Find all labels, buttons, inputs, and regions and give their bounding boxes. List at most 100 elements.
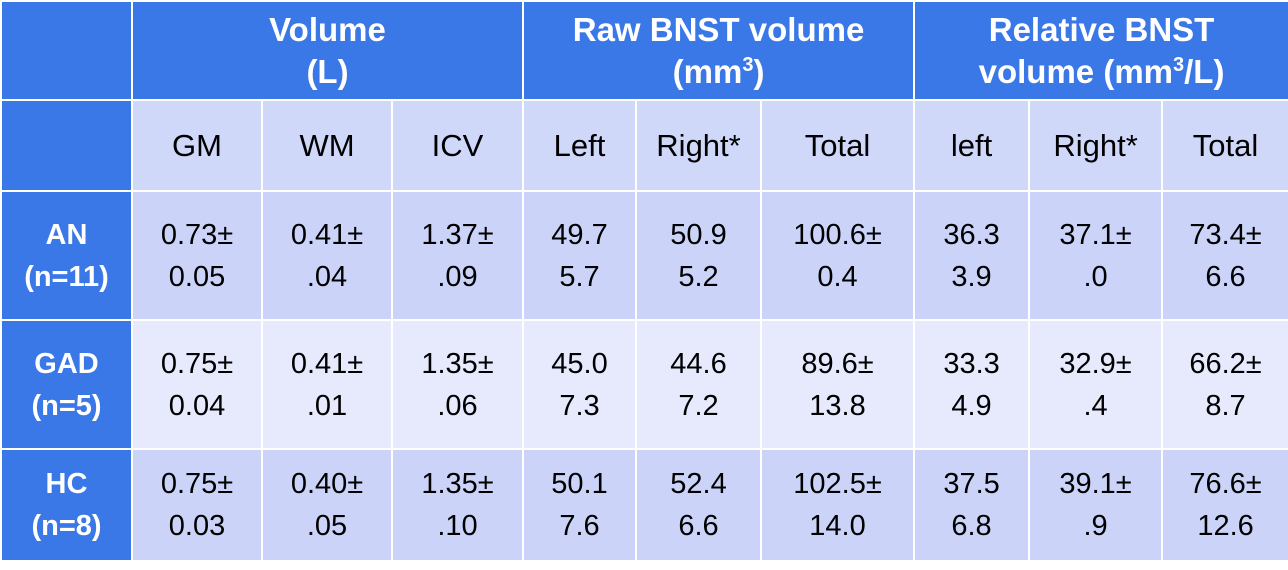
cell-mean: 33.3 bbox=[943, 347, 1000, 380]
column-header: WM bbox=[261, 99, 393, 193]
cell-sd: .04 bbox=[306, 260, 348, 293]
data-cell: 1.37± .09 bbox=[390, 190, 525, 322]
cell-mean: 36.3 bbox=[943, 218, 1000, 251]
column-header: Right* bbox=[635, 99, 763, 193]
cell-sd: .06 bbox=[437, 389, 478, 422]
cell-mean: 44.6 bbox=[670, 347, 727, 380]
data-cell: 0.40± .05 bbox=[261, 448, 393, 562]
column-header-row: GM WM ICV Left Right* Total left Right* … bbox=[0, 99, 1288, 193]
column-header: GM bbox=[131, 99, 263, 193]
cell-sd: .4 bbox=[1083, 389, 1108, 422]
data-cell: 89.6± 13.8 bbox=[760, 319, 916, 451]
cell-mean: 0.41± bbox=[290, 347, 364, 380]
data-cell: 37.5 6.8 bbox=[913, 448, 1031, 562]
unit-part: (mm bbox=[672, 52, 743, 90]
data-cell: 0.41± .04 bbox=[261, 190, 393, 322]
column-header: Total bbox=[1161, 99, 1288, 193]
row-header-an: AN (n=11) bbox=[0, 190, 133, 322]
column-header: ICV bbox=[390, 99, 525, 193]
cell-sd: 0.04 bbox=[168, 389, 226, 422]
cell-sd: 7.2 bbox=[678, 389, 719, 422]
cell-sd: .9 bbox=[1083, 510, 1108, 543]
data-cell: 0.41± .01 bbox=[261, 319, 393, 451]
data-cell: 50.1 7.6 bbox=[522, 448, 638, 562]
data-cell: 50.9 5.2 bbox=[635, 190, 763, 322]
cell-mean: 37.5 bbox=[943, 468, 1000, 501]
cell-sd: 6.6 bbox=[678, 510, 719, 543]
cell-mean: 102.5± bbox=[793, 468, 882, 501]
data-cell: 100.6± 0.4 bbox=[760, 190, 916, 322]
group-header-volume-title: Volume bbox=[269, 10, 386, 48]
table-row: GAD (n=5) 0.75± 0.04 0.41± .01 1.35± .06 45… bbox=[0, 319, 1288, 451]
row-label: AN bbox=[45, 218, 88, 251]
cell-sd: 6.8 bbox=[951, 510, 992, 543]
cell-mean: 76.6± bbox=[1189, 468, 1262, 501]
row-label: HC bbox=[45, 468, 88, 501]
data-cell: 52.4 6.6 bbox=[635, 448, 763, 562]
cell-mean: 0.41± bbox=[290, 218, 364, 251]
cell-mean: 32.9± bbox=[1059, 347, 1132, 380]
cell-mean: 50.1 bbox=[551, 468, 608, 501]
data-cell: 36.3 3.9 bbox=[913, 190, 1031, 322]
group-header-relative-bnst-unit: volume (mm3/L) bbox=[915, 51, 1288, 93]
column-header: Right* bbox=[1028, 99, 1164, 193]
data-cell: 39.1± .9 bbox=[1028, 448, 1164, 562]
data-cell: 45.0 7.3 bbox=[522, 319, 638, 451]
row-header-hc: HC (n=8) bbox=[0, 448, 133, 562]
group-header-relative-bnst-title: Relative BNST bbox=[988, 10, 1215, 48]
data-cell: 37.1± .0 bbox=[1028, 190, 1164, 322]
group-header-row: Volume (L) Raw BNST volume (mm3) Relativ… bbox=[0, 0, 1288, 102]
corner-cell-sub bbox=[0, 99, 133, 193]
unit-superscript: 3 bbox=[742, 53, 754, 76]
data-cell: 102.5± 14.0 bbox=[760, 448, 916, 562]
group-header-raw-bnst-unit: (mm3) bbox=[524, 51, 913, 93]
column-header: left bbox=[913, 99, 1031, 193]
cell-sd: 5.2 bbox=[678, 260, 719, 293]
corner-cell bbox=[0, 0, 133, 102]
data-cell: 73.4± 6.6 bbox=[1161, 190, 1288, 322]
cell-mean: 1.35± bbox=[421, 468, 494, 501]
data-cell: 44.6 7.2 bbox=[635, 319, 763, 451]
cell-sd: 3.9 bbox=[951, 260, 992, 293]
row-label: GAD bbox=[34, 347, 99, 380]
cell-mean: 1.35± bbox=[421, 347, 494, 380]
data-cell: 32.9± .4 bbox=[1028, 319, 1164, 451]
column-header: Left bbox=[522, 99, 638, 193]
group-header-volume-unit: (L) bbox=[306, 52, 349, 90]
unit-superscript: 3 bbox=[1173, 53, 1185, 76]
cell-mean: 45.0 bbox=[551, 347, 608, 380]
data-cell: 49.7 5.7 bbox=[522, 190, 638, 322]
cell-mean: 0.73± bbox=[160, 218, 234, 251]
cell-sd: .0 bbox=[1083, 260, 1108, 293]
row-sample-size: (n=11) bbox=[24, 260, 109, 293]
cell-sd: 12.6 bbox=[1197, 510, 1254, 543]
column-header: Total bbox=[760, 99, 916, 193]
data-cell: 1.35± .10 bbox=[390, 448, 525, 562]
cell-sd: 6.6 bbox=[1205, 260, 1246, 293]
group-header-raw-bnst: Raw BNST volume (mm3) bbox=[522, 0, 916, 102]
cell-mean: 0.75± bbox=[160, 468, 234, 501]
cell-sd: .09 bbox=[437, 260, 478, 293]
unit-part: /L) bbox=[1184, 52, 1225, 90]
cell-sd: 0.03 bbox=[168, 510, 226, 543]
cell-sd: .10 bbox=[437, 510, 478, 543]
row-sample-size: (n=5) bbox=[31, 389, 102, 422]
table-row: AN (n=11) 0.73± 0.05 0.41± .04 1.37± .09 49… bbox=[0, 190, 1288, 322]
cell-mean: 49.7 bbox=[551, 218, 608, 251]
cell-sd: 4.9 bbox=[951, 389, 992, 422]
data-cell: 0.75± 0.03 bbox=[131, 448, 263, 562]
cell-sd: 8.7 bbox=[1205, 389, 1246, 422]
group-header-relative-bnst: Relative BNST volume (mm3/L) bbox=[913, 0, 1288, 102]
cell-sd: 13.8 bbox=[809, 389, 866, 422]
cell-mean: 37.1± bbox=[1059, 218, 1132, 251]
data-cell: 33.3 4.9 bbox=[913, 319, 1031, 451]
data-cell: 0.73± 0.05 bbox=[131, 190, 263, 322]
cell-mean: 52.4 bbox=[670, 468, 727, 501]
cell-sd: 0.05 bbox=[168, 260, 226, 293]
cell-mean: 1.37± bbox=[421, 218, 494, 251]
cell-mean: 73.4± bbox=[1189, 218, 1262, 251]
table-row: HC (n=8) 0.75± 0.03 0.40± .05 1.35± .10 50.… bbox=[0, 448, 1288, 562]
group-header-volume: Volume (L) bbox=[130, 0, 525, 102]
cell-sd: 7.3 bbox=[559, 389, 600, 422]
